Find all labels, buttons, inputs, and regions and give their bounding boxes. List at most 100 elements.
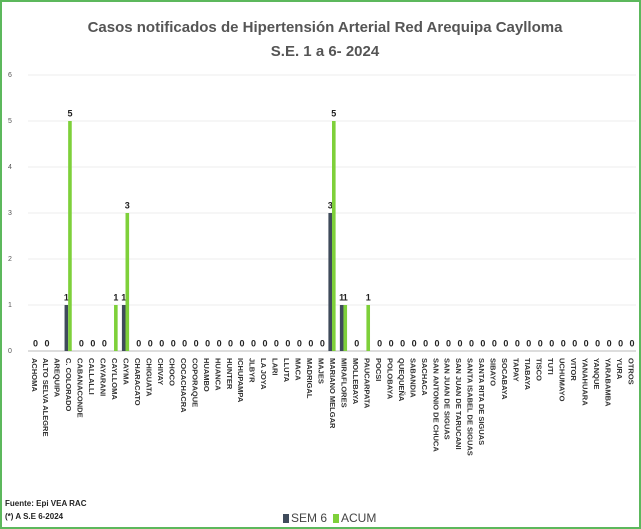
x-tick-label: HUNTER bbox=[225, 358, 234, 390]
x-tick-label: MAJES bbox=[317, 358, 326, 384]
value-label: 0 bbox=[480, 338, 485, 348]
x-tick-label: HUAMBO bbox=[202, 358, 211, 392]
x-tick-label: CABANACONDE bbox=[76, 358, 85, 418]
x-tick-label: OTROS bbox=[626, 358, 635, 385]
chart-title: Casos notificados de Hipertensión Arteri… bbox=[88, 19, 563, 36]
value-label: 0 bbox=[44, 338, 49, 348]
value-label: 0 bbox=[308, 338, 313, 348]
x-tick-label: LARI bbox=[271, 358, 280, 376]
value-label: 0 bbox=[320, 338, 325, 348]
value-label: 0 bbox=[400, 338, 405, 348]
x-tick-label: MADRIGAL bbox=[305, 358, 314, 399]
bar bbox=[68, 121, 72, 351]
value-label: 0 bbox=[274, 338, 279, 348]
x-tick-label: YANAHUARA bbox=[580, 358, 589, 406]
value-label: 5 bbox=[67, 108, 72, 118]
x-tick-label: LLUTA bbox=[282, 358, 291, 383]
y-tick-label: 2 bbox=[8, 256, 12, 263]
value-label: 5 bbox=[331, 108, 336, 118]
y-tick-label: 6 bbox=[8, 72, 12, 79]
value-label: 0 bbox=[607, 338, 612, 348]
x-tick-label: SOCABAYA bbox=[500, 358, 509, 400]
value-label: 0 bbox=[251, 338, 256, 348]
bar bbox=[339, 305, 344, 351]
x-tick-label: CHIGUATA bbox=[144, 358, 153, 397]
x-tick-label: ACHOMA bbox=[30, 358, 39, 392]
x-tick-label: UCHUMAYO bbox=[557, 358, 566, 402]
value-label: 0 bbox=[389, 338, 394, 348]
source: Fuente: Epi VEA RAC bbox=[5, 499, 87, 508]
x-tick-label: TIABAYA bbox=[523, 358, 532, 391]
x-tick-label: POLOBAYA bbox=[385, 358, 394, 400]
x-tick-label: YARABAMBA bbox=[603, 358, 612, 407]
value-label: 1 bbox=[113, 292, 118, 302]
value-label: 0 bbox=[217, 338, 222, 348]
x-tick-label: SIBAYO bbox=[489, 358, 498, 386]
x-tick-label: MIRAFLORES bbox=[339, 358, 348, 408]
value-label: 0 bbox=[423, 338, 428, 348]
bar bbox=[366, 305, 371, 351]
value-label: 0 bbox=[618, 338, 623, 348]
note: (*) A S.E 6-2024 bbox=[5, 512, 64, 521]
value-label: 1 bbox=[339, 292, 344, 302]
x-tick-label: CAYARANI bbox=[99, 358, 108, 396]
x-tick-label: MACA bbox=[294, 358, 303, 381]
value-label: 3 bbox=[125, 200, 130, 210]
x-tick-label: LA JOYA bbox=[259, 358, 268, 390]
x-tick-label: MOLLEBAYA bbox=[351, 358, 360, 405]
value-label: 0 bbox=[503, 338, 508, 348]
value-label: 0 bbox=[79, 338, 84, 348]
value-label: 0 bbox=[435, 338, 440, 348]
value-label: 0 bbox=[262, 338, 267, 348]
x-tick-label: CHOCO bbox=[167, 358, 176, 386]
value-label: 0 bbox=[90, 338, 95, 348]
x-tick-label: HUANCA bbox=[213, 358, 222, 391]
value-label: 0 bbox=[446, 338, 451, 348]
x-tick-label: AREQUIPA bbox=[53, 358, 62, 398]
value-label: 0 bbox=[526, 338, 531, 348]
value-label: 0 bbox=[136, 338, 141, 348]
value-label: 0 bbox=[102, 338, 107, 348]
y-tick-label: 5 bbox=[8, 118, 12, 125]
value-label: 0 bbox=[297, 338, 302, 348]
value-label: 0 bbox=[205, 338, 210, 348]
bar bbox=[114, 305, 118, 351]
x-tick-label: YURA bbox=[615, 358, 624, 380]
x-tick-label: TAPAY bbox=[512, 358, 521, 382]
x-tick-label: QUEQUEÑA bbox=[397, 358, 406, 402]
value-label: 0 bbox=[584, 338, 589, 348]
x-tick-label: SAN JUAN DE TARUCANI bbox=[454, 358, 463, 450]
value-label: 0 bbox=[182, 338, 187, 348]
value-label: 0 bbox=[354, 338, 359, 348]
value-label: 1 bbox=[64, 292, 69, 302]
x-tick-label: CALLALLI bbox=[87, 358, 96, 395]
x-tick-label: CHIVAY bbox=[156, 358, 165, 385]
legend-swatch bbox=[283, 514, 289, 523]
legend-label: SEM 6 bbox=[291, 511, 327, 525]
y-tick-label: 4 bbox=[8, 164, 12, 171]
x-tick-label: VITOR bbox=[569, 358, 578, 381]
value-label: 0 bbox=[549, 338, 554, 348]
value-label: 0 bbox=[492, 338, 497, 348]
y-tick-label: 1 bbox=[8, 302, 12, 309]
value-label: 0 bbox=[194, 338, 199, 348]
x-tick-label: JLBYR bbox=[248, 358, 257, 383]
value-label: 0 bbox=[595, 338, 600, 348]
x-tick-label: PAUCARPATA bbox=[362, 358, 371, 409]
x-tick-label: SAN JUAN DE SIGUAS bbox=[443, 358, 452, 440]
legend-swatch bbox=[333, 514, 339, 523]
x-tick-label: SAN ANTONIO DE CHUCA bbox=[431, 358, 440, 452]
legend-label: ACUM bbox=[341, 511, 376, 525]
x-tick-label: CAYLLOMA bbox=[110, 358, 119, 400]
value-label: 0 bbox=[285, 338, 290, 348]
bar bbox=[64, 305, 69, 351]
x-tick-label: CAYMA bbox=[122, 358, 131, 385]
x-tick-label: SACHACA bbox=[420, 358, 429, 396]
x-tick-label: CHARACATO bbox=[133, 358, 142, 406]
value-label: 0 bbox=[457, 338, 462, 348]
value-label: 3 bbox=[328, 200, 333, 210]
y-tick-label: 3 bbox=[8, 210, 12, 217]
value-label: 0 bbox=[159, 338, 164, 348]
value-label: 0 bbox=[240, 338, 245, 348]
